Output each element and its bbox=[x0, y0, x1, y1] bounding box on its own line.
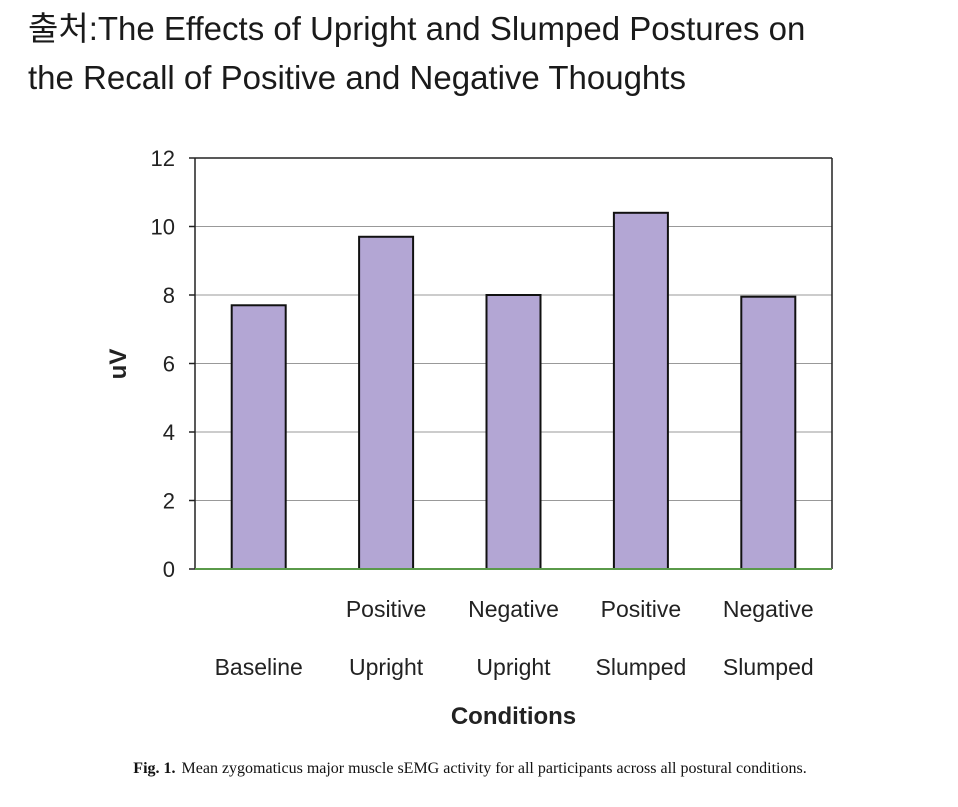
x-tick-label: Upright bbox=[476, 654, 551, 680]
bar bbox=[485, 294, 542, 570]
x-axis-title: Conditions bbox=[451, 703, 576, 730]
caption-label: Fig. 1. bbox=[133, 760, 176, 777]
x-tick-label: Slumped bbox=[596, 654, 687, 680]
x-tick-label: Negative bbox=[468, 596, 559, 622]
y-axis-title: uV bbox=[105, 349, 132, 380]
y-tick-label: 10 bbox=[151, 215, 175, 240]
y-tick-label: 2 bbox=[163, 489, 175, 514]
y-tick-label: 8 bbox=[163, 283, 175, 308]
bar bbox=[612, 211, 669, 571]
x-tick-label: Positive bbox=[346, 596, 427, 622]
x-tick-label: Upright bbox=[349, 654, 424, 680]
y-tick-label: 0 bbox=[163, 557, 175, 582]
page-heading: 출처:The Effects of Upright and Slumped Po… bbox=[28, 4, 948, 102]
x-tick-label: Baseline bbox=[215, 654, 303, 680]
y-tick-label: 12 bbox=[151, 146, 175, 171]
heading-line-2: the Recall of Positive and Negative Thou… bbox=[28, 59, 686, 96]
x-tick-label: Positive bbox=[601, 596, 682, 622]
x-tick-label: Slumped bbox=[723, 654, 814, 680]
bar bbox=[358, 235, 415, 570]
figure-caption: Fig. 1. Mean zygomaticus major muscle sEM… bbox=[100, 758, 840, 780]
bar bbox=[230, 304, 287, 570]
heading-line-1: 출처:The Effects of Upright and Slumped Po… bbox=[28, 10, 806, 47]
caption-text: Mean zygomaticus major muscle sEMG activ… bbox=[181, 760, 807, 777]
bar bbox=[740, 295, 797, 570]
y-tick-label: 6 bbox=[163, 352, 175, 377]
y-tick-label: 4 bbox=[163, 420, 175, 445]
x-tick-label: Negative bbox=[723, 596, 814, 622]
